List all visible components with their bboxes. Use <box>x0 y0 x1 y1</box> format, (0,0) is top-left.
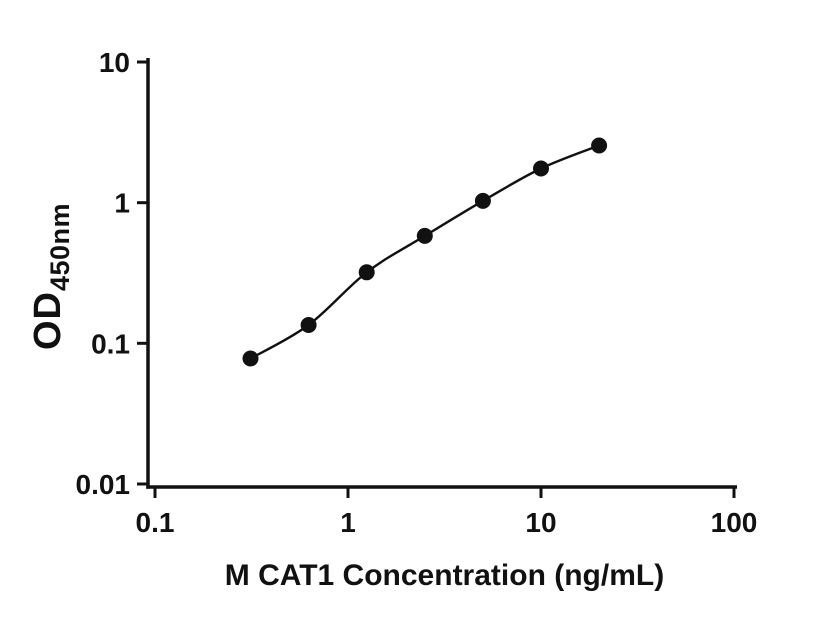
data-point <box>416 227 433 244</box>
x-tick-label: 0.1 <box>136 507 175 538</box>
data-point <box>358 264 375 281</box>
data-point <box>300 317 317 333</box>
y-tick-label: 0.01 <box>76 469 131 500</box>
data-point <box>591 137 608 154</box>
data-point <box>474 192 491 209</box>
data-point <box>533 160 549 177</box>
x-tick-label: 10 <box>525 507 556 538</box>
y-tick-label: 1 <box>114 188 130 219</box>
y-axis-title-main: OD <box>27 291 69 350</box>
x-tick-label: 100 <box>711 507 758 538</box>
y-axis-title: OD450nm <box>27 203 75 350</box>
data-point <box>242 350 259 367</box>
y-tick-label: 10 <box>99 47 130 78</box>
x-axis-title: M CAT1 Concentration (ng/mL) <box>225 559 664 592</box>
y-tick-label: 0.1 <box>91 328 130 359</box>
x-tick-label: 1 <box>340 507 356 538</box>
y-axis-title-subscript: 450nm <box>45 203 75 291</box>
